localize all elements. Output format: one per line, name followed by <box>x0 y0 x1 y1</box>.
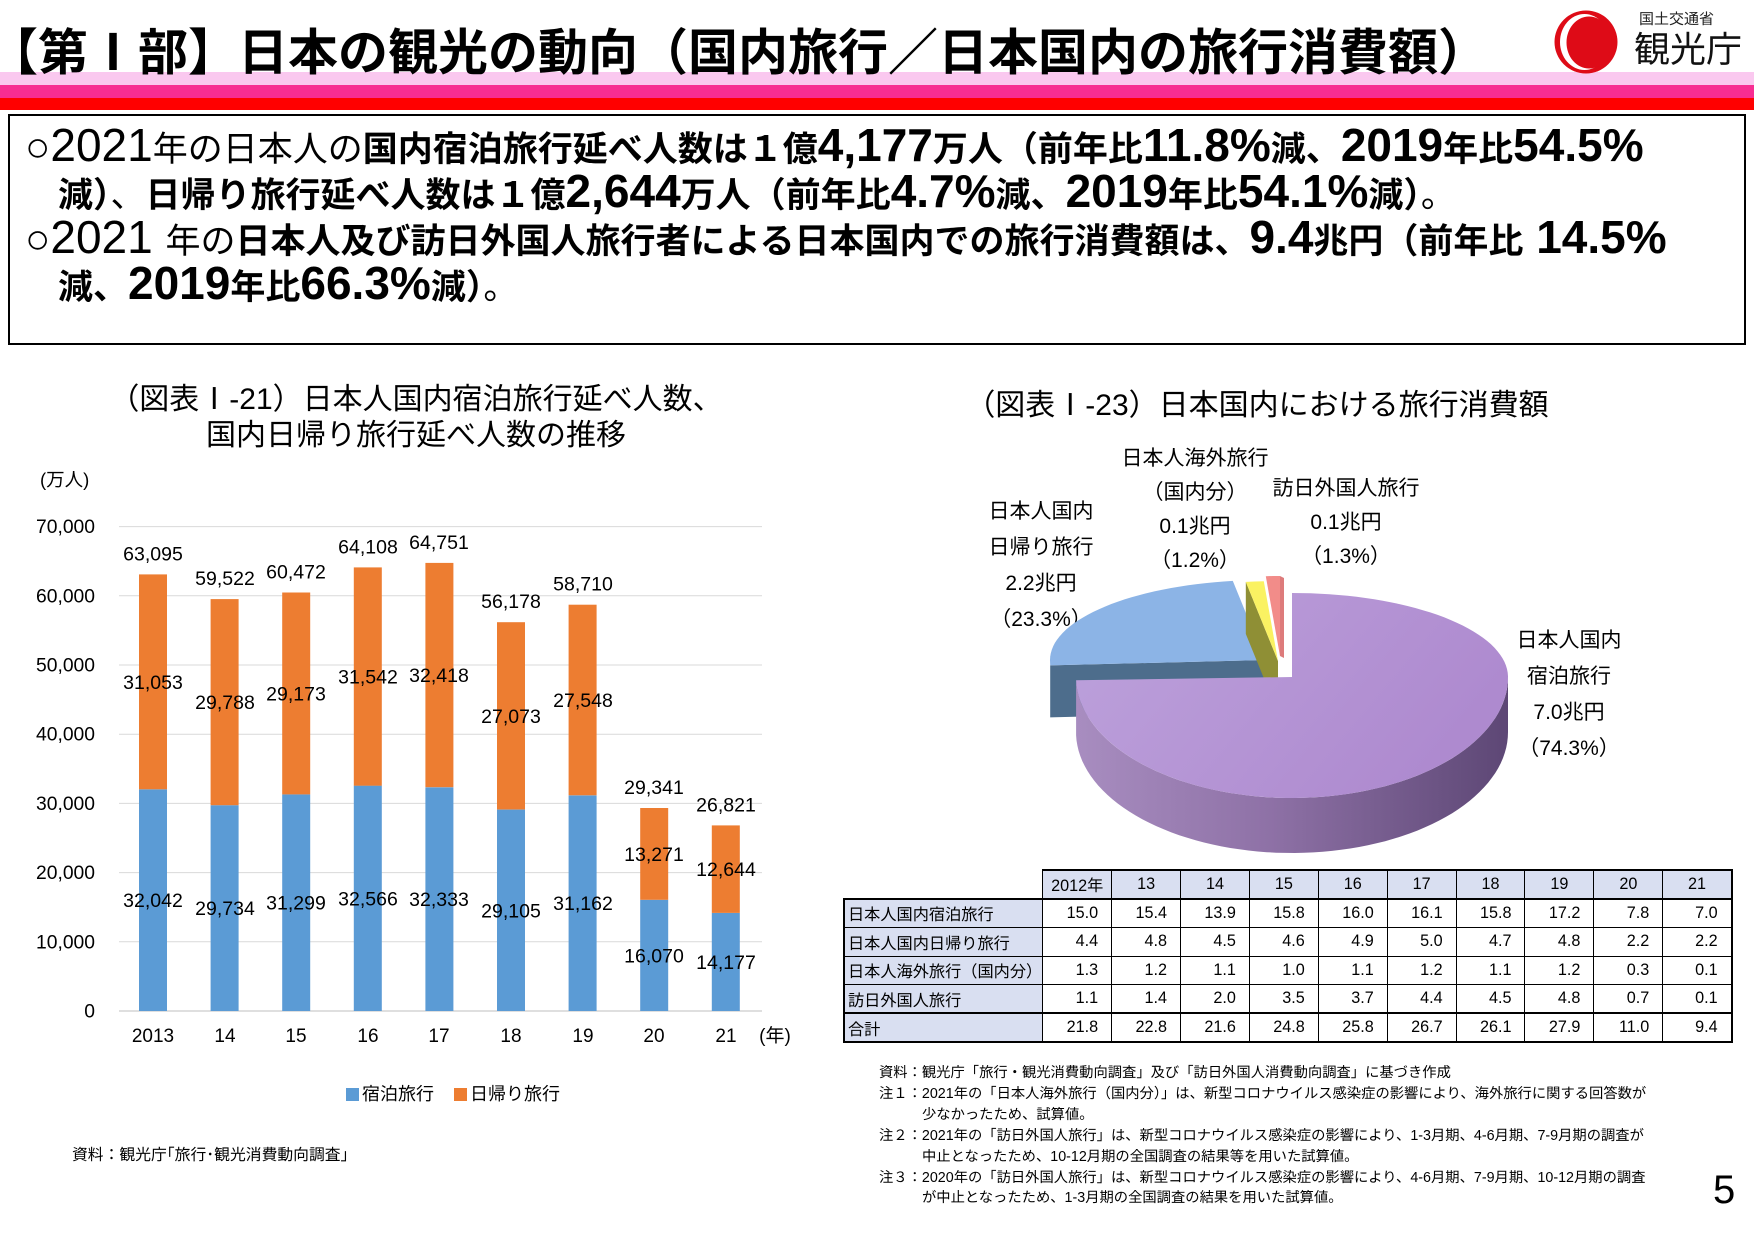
svg-text:27,073: 27,073 <box>481 706 541 728</box>
svg-text:2013: 2013 <box>132 1026 174 1047</box>
svg-text:宿泊旅行: 宿泊旅行 <box>362 1084 434 1104</box>
svg-text:(年): (年) <box>759 1025 791 1047</box>
svg-text:64,108: 64,108 <box>338 536 398 558</box>
svg-text:60,000: 60,000 <box>36 586 95 607</box>
svg-text:観光庁: 観光庁 <box>1634 29 1742 70</box>
svg-text:32,418: 32,418 <box>409 665 469 687</box>
svg-text:50,000: 50,000 <box>36 656 95 677</box>
svg-text:17: 17 <box>428 1026 449 1047</box>
svg-text:31,053: 31,053 <box>123 672 183 694</box>
svg-text:12,644: 12,644 <box>696 859 756 881</box>
svg-text:56,178: 56,178 <box>481 591 541 613</box>
svg-text:0: 0 <box>84 1002 95 1023</box>
svg-text:日帰り旅行: 日帰り旅行 <box>470 1084 560 1104</box>
svg-text:31,542: 31,542 <box>338 667 398 689</box>
svg-text:29,788: 29,788 <box>195 692 255 714</box>
svg-text:16,070: 16,070 <box>624 945 684 967</box>
svg-text:10,000: 10,000 <box>36 932 95 953</box>
svg-text:16: 16 <box>357 1026 378 1047</box>
svg-text:29,173: 29,173 <box>266 684 326 706</box>
svg-text:30,000: 30,000 <box>36 794 95 815</box>
svg-text:21: 21 <box>715 1026 736 1047</box>
svg-text:32,333: 32,333 <box>409 889 469 911</box>
svg-text:29,105: 29,105 <box>481 900 541 922</box>
svg-text:40,000: 40,000 <box>36 725 95 746</box>
svg-text:31,299: 31,299 <box>266 893 326 915</box>
svg-text:13,271: 13,271 <box>624 844 684 866</box>
svg-text:14: 14 <box>214 1026 236 1047</box>
svg-text:70,000: 70,000 <box>36 517 95 538</box>
svg-text:29,341: 29,341 <box>624 777 684 799</box>
svg-text:国土交通省: 国土交通省 <box>1639 11 1714 28</box>
svg-text:20: 20 <box>643 1026 664 1047</box>
svg-text:32,042: 32,042 <box>123 890 183 912</box>
svg-text:32,566: 32,566 <box>338 888 398 910</box>
svg-text:58,710: 58,710 <box>553 574 613 596</box>
svg-text:15: 15 <box>285 1026 306 1047</box>
svg-text:63,095: 63,095 <box>123 543 183 565</box>
svg-text:31,162: 31,162 <box>553 893 613 915</box>
svg-text:64,751: 64,751 <box>409 532 469 554</box>
svg-text:29,734: 29,734 <box>195 898 255 920</box>
svg-text:18: 18 <box>500 1026 521 1047</box>
svg-text:27,548: 27,548 <box>553 690 613 712</box>
svg-text:60,472: 60,472 <box>266 562 326 584</box>
svg-text:59,522: 59,522 <box>195 568 255 590</box>
svg-text:19: 19 <box>572 1026 593 1047</box>
svg-text:26,821: 26,821 <box>696 794 756 816</box>
svg-text:20,000: 20,000 <box>36 863 95 884</box>
svg-text:14,177: 14,177 <box>696 952 756 974</box>
